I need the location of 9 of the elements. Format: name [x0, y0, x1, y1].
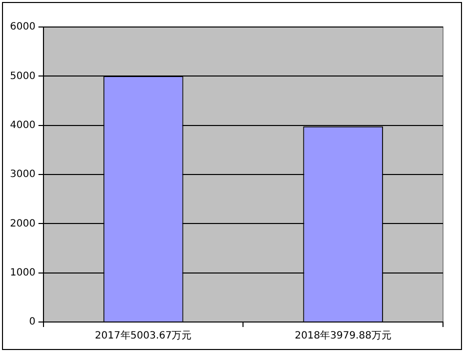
y-tick-label: 1000 [10, 267, 36, 278]
y-tick-label: 6000 [10, 22, 36, 33]
x-tick-label: 2018年3979.88万元 [294, 330, 392, 342]
y-tick-label: 4000 [10, 120, 36, 131]
y-tick-label: 3000 [10, 169, 36, 180]
y-tick-label: 2000 [10, 218, 36, 230]
x-tick-label: 2017年5003.67万元 [94, 330, 192, 342]
y-tick-label: 0 [29, 316, 36, 328]
y-tick-label: 5000 [10, 70, 36, 82]
